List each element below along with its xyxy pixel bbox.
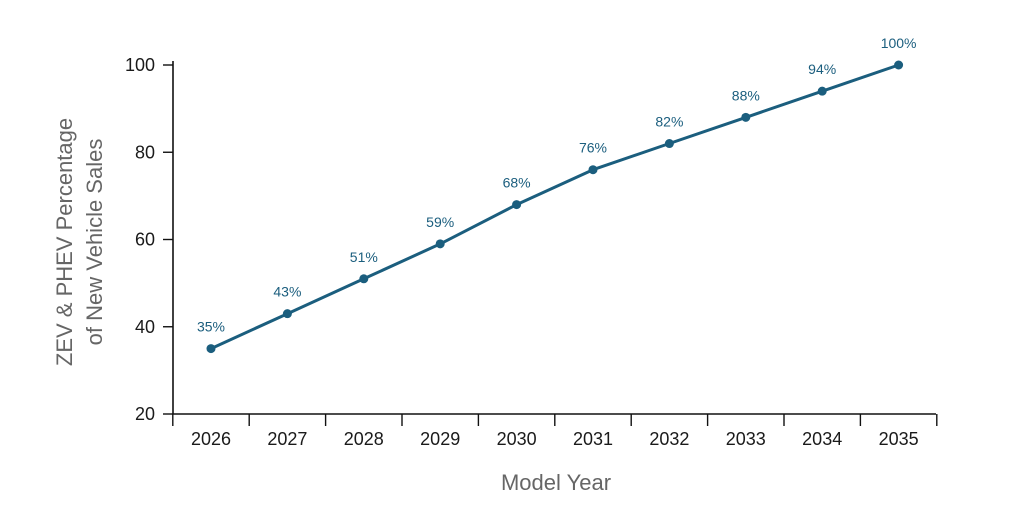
y-tick-label: 60 — [135, 230, 155, 250]
axes: 20 40 60 80 100 2026 2027 2028 2029 2030 2031 2032 2… — [125, 55, 938, 449]
data-point — [206, 344, 216, 354]
x-tick-label: 2035 — [879, 429, 919, 449]
data-label: 94% — [808, 61, 836, 77]
data-point — [741, 112, 751, 122]
series-line — [209, 63, 901, 351]
data-label: 35% — [197, 319, 225, 335]
data-label: 82% — [655, 114, 683, 130]
data-label: 76% — [579, 140, 607, 156]
data-point — [894, 60, 904, 70]
x-tick-label: 2030 — [497, 429, 537, 449]
x-tick-label: 2027 — [267, 429, 307, 449]
x-tick-label: 2026 — [191, 429, 231, 449]
plot-area: 35% 43% 51% 59% 68% 76% 82% 88% 94% 100% — [197, 35, 917, 354]
y-tick-label: 20 — [135, 404, 155, 424]
y-tick-label: 40 — [135, 317, 155, 337]
y-axis-title-line-1: ZEV & PHEV Percentage — [52, 118, 77, 366]
x-tick-label: 2031 — [573, 429, 613, 449]
data-point — [282, 309, 292, 319]
x-axis-title: Model Year — [501, 470, 611, 495]
x-tick-label: 2032 — [649, 429, 689, 449]
data-label: 68% — [503, 175, 531, 191]
data-point — [359, 274, 369, 284]
y-tick-label: 80 — [135, 142, 155, 162]
data-point — [435, 239, 445, 249]
data-point — [512, 200, 522, 210]
y-tick-label: 100 — [125, 55, 155, 75]
x-tick-label: 2029 — [420, 429, 460, 449]
x-tick-label: 2033 — [726, 429, 766, 449]
data-point — [664, 139, 674, 149]
data-label: 100% — [881, 35, 917, 51]
y-axis-title: ZEV & PHEV Percentage of New Vehicle Sal… — [52, 118, 107, 366]
data-label: 88% — [732, 87, 760, 103]
data-label: 51% — [350, 249, 378, 265]
data-point — [588, 165, 598, 175]
y-axis-title-line-2: of New Vehicle Sales — [82, 139, 107, 346]
data-point — [817, 86, 827, 96]
data-label: 43% — [273, 284, 301, 300]
x-tick-label: 2034 — [802, 429, 842, 449]
data-label: 59% — [426, 214, 454, 230]
x-tick-label: 2028 — [344, 429, 384, 449]
